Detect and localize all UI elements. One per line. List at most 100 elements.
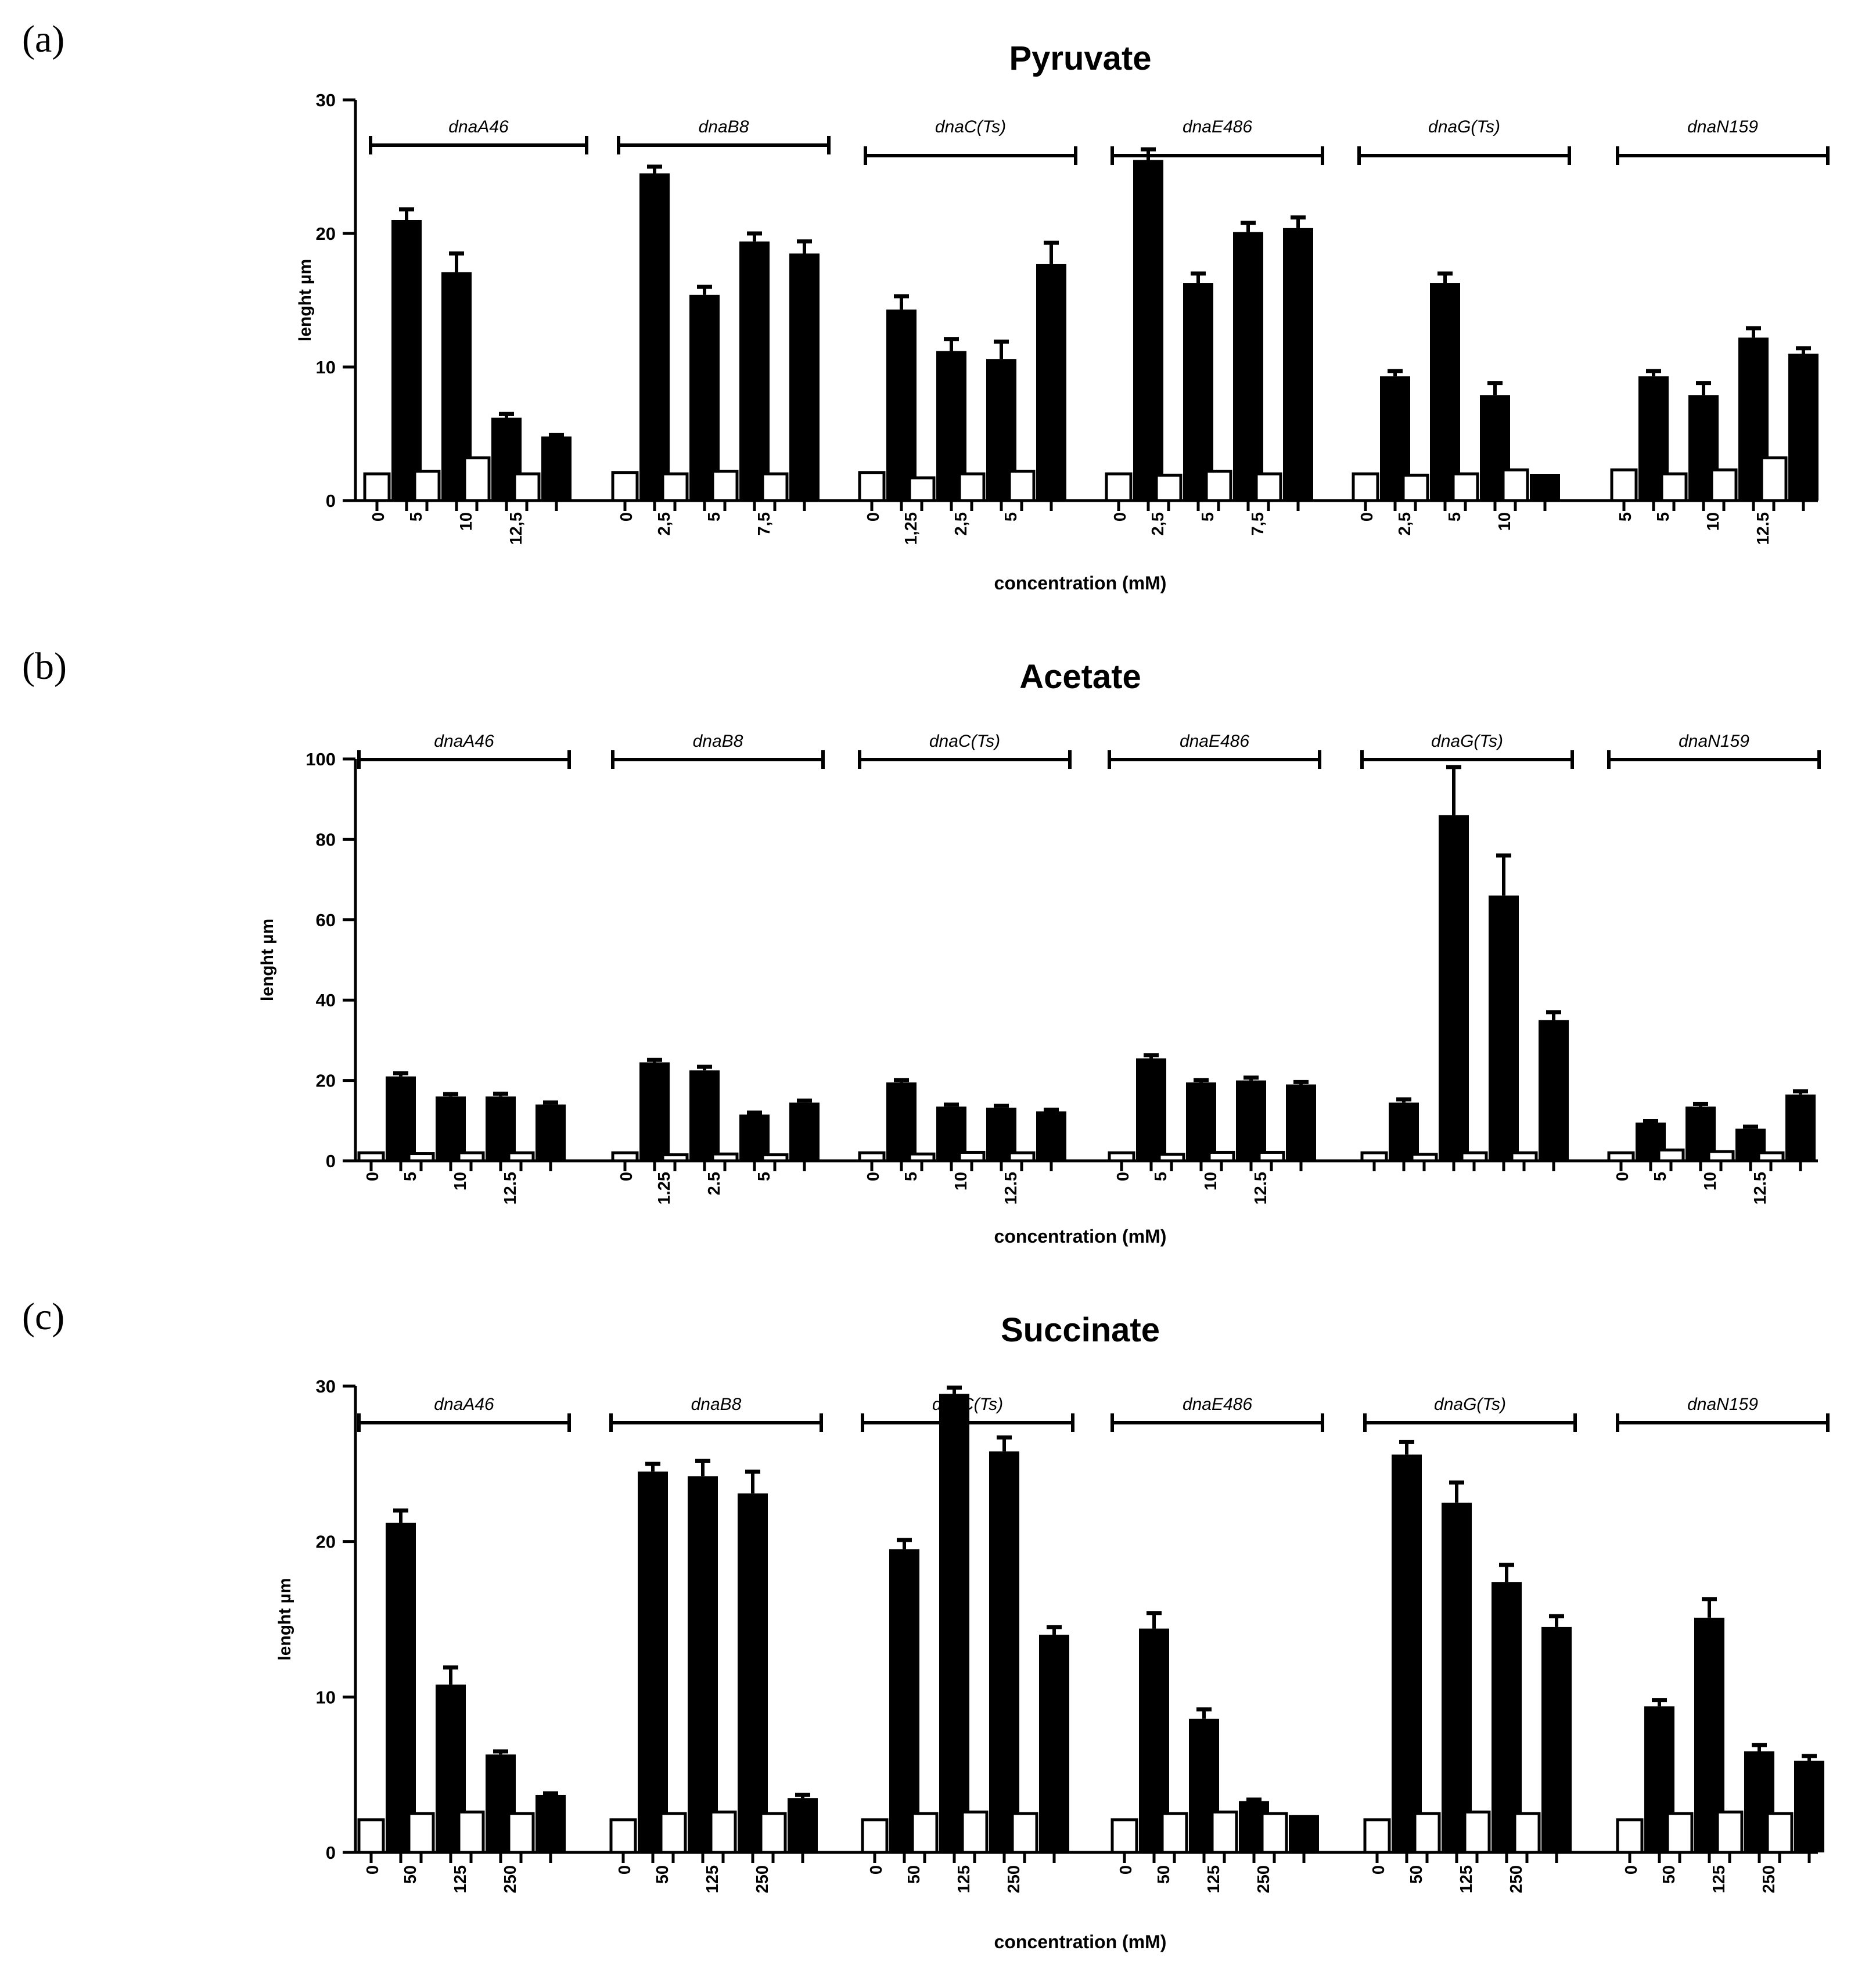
- x-tick-label: 250: [1255, 1865, 1273, 1893]
- group-label-dnab8: dnaB8: [699, 117, 749, 136]
- group-label-dnan159: dnaN159: [1687, 1395, 1758, 1414]
- x-tick-label: 0: [1622, 1865, 1641, 1874]
- open-bar: [1210, 1810, 1238, 1854]
- x-tick-label: 0: [1117, 1865, 1135, 1874]
- x-axis-label: concentration (mM): [994, 573, 1167, 593]
- filled-bar: [738, 1493, 768, 1852]
- open-bar: [457, 1810, 485, 1854]
- pyruvate-chart: Pyruvate 0 10 20 30 lenght µm 0 5 10 12,5 dnaA46 0 2…: [296, 39, 1830, 593]
- open-bar: [908, 1152, 936, 1163]
- x-tick-label: 125: [1205, 1865, 1223, 1893]
- open-bar: [1410, 1153, 1438, 1163]
- filled-bar: [688, 1476, 718, 1852]
- filled-bar: [1430, 283, 1460, 501]
- y-axis-label: lenght µm: [258, 919, 277, 1001]
- open-bar: [1501, 468, 1529, 502]
- filled-bar: [886, 310, 917, 501]
- open-bar: [1105, 472, 1133, 502]
- x-tick-label: 10: [457, 512, 476, 531]
- group-label-dnac-ts: dnaC(Ts): [932, 1395, 1003, 1414]
- x-tick-label: 250: [1507, 1865, 1526, 1893]
- group-label-dnaa46: dnaA46: [434, 732, 494, 751]
- open-bar: [858, 1151, 886, 1163]
- open-bar: [1360, 1151, 1388, 1163]
- filled-bar: [739, 241, 770, 501]
- filled-bar: [886, 1082, 917, 1161]
- group-label-dnaa46: dnaA46: [448, 117, 509, 136]
- filled-bar: [639, 173, 670, 501]
- open-bar: [1666, 1812, 1694, 1854]
- filled-bar: [541, 436, 572, 501]
- group-label-dnan159: dnaN159: [1687, 117, 1758, 136]
- y-tick-label: 20: [316, 1071, 336, 1091]
- filled-bar: [1541, 1627, 1572, 1852]
- x-tick-label: 5: [1152, 1172, 1170, 1181]
- y-axis-label: lenght µm: [296, 259, 315, 341]
- y-tick-label: 100: [306, 749, 336, 769]
- filled-bar: [689, 294, 720, 501]
- group-label-dnab8: dnaB8: [693, 732, 743, 751]
- x-tick-label: 12.5: [1002, 1172, 1020, 1204]
- open-bar: [1460, 1151, 1488, 1163]
- x-tick-label: 50: [653, 1865, 672, 1884]
- filled-bar: [1136, 1058, 1166, 1161]
- x-tick-label: 7,5: [755, 512, 774, 535]
- x-tick-label: 10: [451, 1172, 470, 1190]
- x-tick-label: 0: [864, 512, 883, 521]
- group-label-dnan159: dnaN159: [1679, 732, 1749, 751]
- x-tick-label: 0: [867, 1865, 886, 1874]
- open-bar: [1008, 469, 1036, 502]
- filled-bar: [1492, 1582, 1522, 1852]
- open-bar: [1710, 468, 1738, 502]
- open-bar: [1660, 472, 1688, 502]
- filled-bar: [1442, 1502, 1472, 1852]
- y-tick-label: 30: [316, 90, 336, 110]
- open-bar: [1207, 1150, 1235, 1163]
- open-bar: [1008, 1151, 1036, 1163]
- x-tick-label: 7,5: [1249, 512, 1267, 535]
- open-bar: [1363, 1818, 1391, 1854]
- open-bar: [1716, 1810, 1744, 1854]
- x-tick-label: 250: [501, 1865, 520, 1893]
- filled-bar: [789, 253, 820, 501]
- x-tick-label: 2.5: [705, 1172, 724, 1195]
- filled-bar: [789, 1102, 820, 1161]
- open-bar: [858, 471, 886, 502]
- x-tick-label: 1.25: [655, 1172, 674, 1204]
- y-axis-label: lenght µm: [275, 1578, 294, 1660]
- open-bar: [611, 471, 639, 502]
- x-tick-label: 2,5: [655, 512, 674, 535]
- filled-bar: [386, 1076, 416, 1161]
- filled-bar: [639, 1062, 670, 1161]
- filled-bar: [1039, 1635, 1069, 1852]
- x-tick-label: 5: [407, 512, 426, 521]
- y-tick-label: 10: [316, 1687, 336, 1707]
- group-label-dnaa46: dnaA46: [434, 1395, 494, 1414]
- open-bar: [1160, 1812, 1188, 1854]
- open-bar: [709, 1810, 737, 1854]
- group-label-dnae486: dnaE486: [1180, 732, 1249, 751]
- open-bar: [1616, 1818, 1644, 1854]
- open-bar: [507, 1151, 535, 1163]
- group-label-dnag-ts: dnaG(Ts): [1428, 117, 1500, 136]
- open-bar: [611, 1151, 639, 1163]
- x-tick-label: 125: [1457, 1865, 1476, 1893]
- open-bar: [1657, 1148, 1685, 1163]
- x-tick-label: 125: [703, 1865, 722, 1893]
- group-label-dnae486: dnaE486: [1183, 1395, 1252, 1414]
- x-tick-label: 0: [364, 1865, 382, 1874]
- x-tick-label: 2,5: [952, 512, 971, 535]
- filled-bar: [436, 1096, 466, 1161]
- open-bar: [407, 1812, 435, 1854]
- x-tick-label: 12.5: [1754, 512, 1773, 545]
- filled-bar: [1183, 283, 1213, 501]
- open-bar: [407, 1152, 435, 1163]
- x-tick-label: 50: [905, 1865, 923, 1884]
- x-tick-label: 0: [864, 1172, 883, 1181]
- y-tick-label: 0: [326, 1151, 336, 1171]
- x-tick-label: 50: [1155, 1865, 1173, 1884]
- group-label-dnac-ts: dnaC(Ts): [935, 117, 1006, 136]
- x-tick-label: 12.5: [1751, 1172, 1770, 1204]
- x-tick-label: 12,5: [507, 512, 526, 545]
- open-bar: [711, 469, 739, 502]
